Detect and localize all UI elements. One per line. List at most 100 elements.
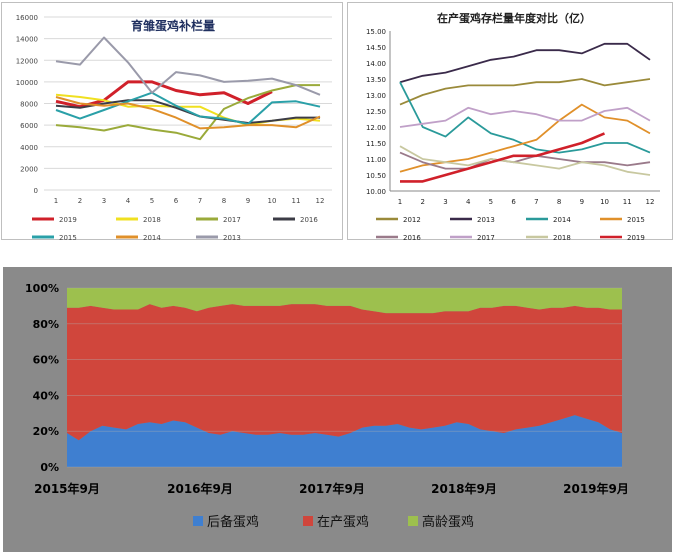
y-tick-label: 12.00: [366, 124, 386, 132]
x-tick-label: 10: [600, 198, 609, 206]
y-tick-label: 12.50: [366, 108, 386, 116]
series-line-2019: [55, 80, 273, 109]
legend-label-高龄蛋鸡: 高龄蛋鸡: [422, 514, 474, 530]
x-tick-label: 4: [466, 198, 471, 206]
y-tick-label: 8000: [20, 101, 38, 109]
x-tick-label: 5: [150, 197, 154, 205]
y-tick-label: 12000: [16, 57, 38, 65]
legend-label-2014: 2014: [553, 216, 571, 224]
series-line-2019: [400, 132, 606, 183]
chart-flock-structure: 0% 20% 40% 60% 80% 100% 2015年9月 2016年9月 2017年9月 2…: [25, 282, 629, 530]
legend-label-在产蛋鸡: 在产蛋鸡: [317, 514, 369, 530]
x-tick-label: 8: [222, 197, 226, 205]
x-tick-label: 10: [268, 197, 277, 205]
chart-panel-flock-structure: 0% 20% 40% 60% 80% 100% 2015年9月 2016年9月 2017年9月 2…: [3, 267, 672, 552]
y-tick-label: 16000: [16, 14, 38, 22]
y-tick-label: 20%: [33, 425, 59, 438]
x-tick-label: 2018年9月: [431, 481, 497, 496]
chart-panel-laying-hen-inventory: 在产蛋鸡存栏量年度对比（亿） 10.00 10.50 11.00 11.50 12.00 1…: [347, 2, 673, 241]
y-tick-label: 10.50: [366, 172, 386, 180]
area-后备蛋鸡: [67, 415, 622, 467]
legend-label-2013: 2013: [223, 234, 241, 241]
y-tick-label: 2000: [20, 165, 38, 173]
legend-label-2014: 2014: [143, 234, 161, 241]
area-高龄蛋鸡: [67, 288, 622, 314]
legend-label-2013: 2013: [477, 216, 495, 224]
y-tick-label: 10.00: [366, 188, 386, 196]
legend-label-2019: 2019: [59, 216, 77, 224]
legend-label-2015: 2015: [59, 234, 77, 241]
x-tick-label: 12: [646, 198, 655, 206]
x-tick-label: 2016年9月: [167, 481, 233, 496]
x-tick-label: 1: [398, 198, 402, 206]
x-tick-label: 3: [102, 197, 106, 205]
legend-swatch-后备蛋鸡: [193, 516, 203, 526]
legend-label-后备蛋鸡: 后备蛋鸡: [207, 514, 259, 530]
series-line-2018: [399, 145, 651, 176]
legend-swatch-在产蛋鸡: [303, 516, 313, 526]
x-tick-label: 4: [126, 197, 131, 205]
y-tick-label: 0: [34, 187, 38, 195]
legend-label-2016: 2016: [403, 234, 421, 241]
x-tick-label: 6: [511, 198, 516, 206]
series-line-2014: [399, 81, 651, 154]
x-tick-label: 9: [246, 197, 250, 205]
x-tick-label: 9: [580, 198, 584, 206]
y-tick-label: 100%: [25, 282, 59, 295]
series-line-2017: [55, 84, 320, 141]
x-tick-label: 1: [54, 197, 58, 205]
y-tick-label: 60%: [33, 354, 59, 367]
y-tick-label: 13.50: [366, 76, 386, 84]
x-tick-label: 5: [489, 198, 493, 206]
series-line-2013: [55, 36, 321, 96]
legend-label-2016: 2016: [300, 216, 318, 224]
series-line-2013: [399, 42, 651, 84]
chart-title: 育雏蛋鸡补栏量: [131, 18, 215, 33]
chart-layer-chick-replenishment: 育雏蛋鸡补栏量 0 2000 4000 6000 8000 10000 12000 14000 1…: [16, 14, 332, 241]
series-line-2017: [399, 106, 651, 128]
x-tick-label: 12: [316, 197, 325, 205]
y-tick-label: 80%: [33, 318, 59, 331]
x-tick-label: 2017年9月: [299, 481, 365, 496]
x-tick-label: 2: [78, 197, 82, 205]
legend-swatch-高龄蛋鸡: [408, 516, 418, 526]
chart-panel-layer-chick-replenishment: 育雏蛋鸡补栏量 0 2000 4000 6000 8000 10000 12000 14000 1…: [1, 2, 343, 241]
y-tick-label: 11.00: [366, 156, 386, 164]
x-tick-label: 7: [534, 198, 538, 206]
x-tick-label: 7: [198, 197, 202, 205]
series-line-2015: [55, 91, 321, 125]
x-tick-label: 2: [420, 198, 424, 206]
y-tick-label: 6000: [20, 122, 38, 130]
legend-label-2018: 2018: [143, 216, 161, 224]
y-tick-label: 14.00: [366, 60, 386, 68]
series-line-2012: [399, 78, 651, 106]
chart-title: 在产蛋鸡存栏量年度对比（亿）: [437, 11, 591, 25]
series-line-2014: [55, 96, 321, 130]
legend-label-2012: 2012: [403, 216, 421, 224]
y-tick-label: 11.50: [366, 140, 386, 148]
legend-label-2018: 2018: [553, 234, 571, 241]
area-在产蛋鸡: [67, 304, 622, 441]
y-tick-label: 13.00: [366, 92, 386, 100]
legend-label-2019: 2019: [627, 234, 645, 241]
y-tick-label: 0%: [40, 461, 59, 474]
y-tick-label: 40%: [33, 389, 59, 402]
y-tick-label: 15.00: [366, 28, 386, 36]
series-line-2015: [399, 103, 651, 173]
chart-laying-hen-inventory: 在产蛋鸡存栏量年度对比（亿） 10.00 10.50 11.00 11.50 12.00 1…: [366, 11, 660, 241]
x-tick-label: 11: [292, 197, 301, 205]
y-tick-label: 10000: [16, 79, 38, 87]
y-tick-label: 14000: [16, 36, 38, 44]
x-tick-label: 11: [623, 198, 632, 206]
legend-label-2017: 2017: [477, 234, 495, 241]
y-tick-label: 4000: [20, 144, 38, 152]
legend-label-2015: 2015: [627, 216, 645, 224]
x-tick-label: 6: [174, 197, 179, 205]
x-tick-label: 8: [557, 198, 561, 206]
x-tick-label: 2019年9月: [563, 481, 629, 496]
y-tick-label: 14.50: [366, 44, 386, 52]
series-line-2016: [399, 151, 651, 170]
legend-label-2017: 2017: [223, 216, 241, 224]
x-tick-label: 3: [443, 198, 447, 206]
x-tick-label: 2015年9月: [34, 481, 100, 496]
